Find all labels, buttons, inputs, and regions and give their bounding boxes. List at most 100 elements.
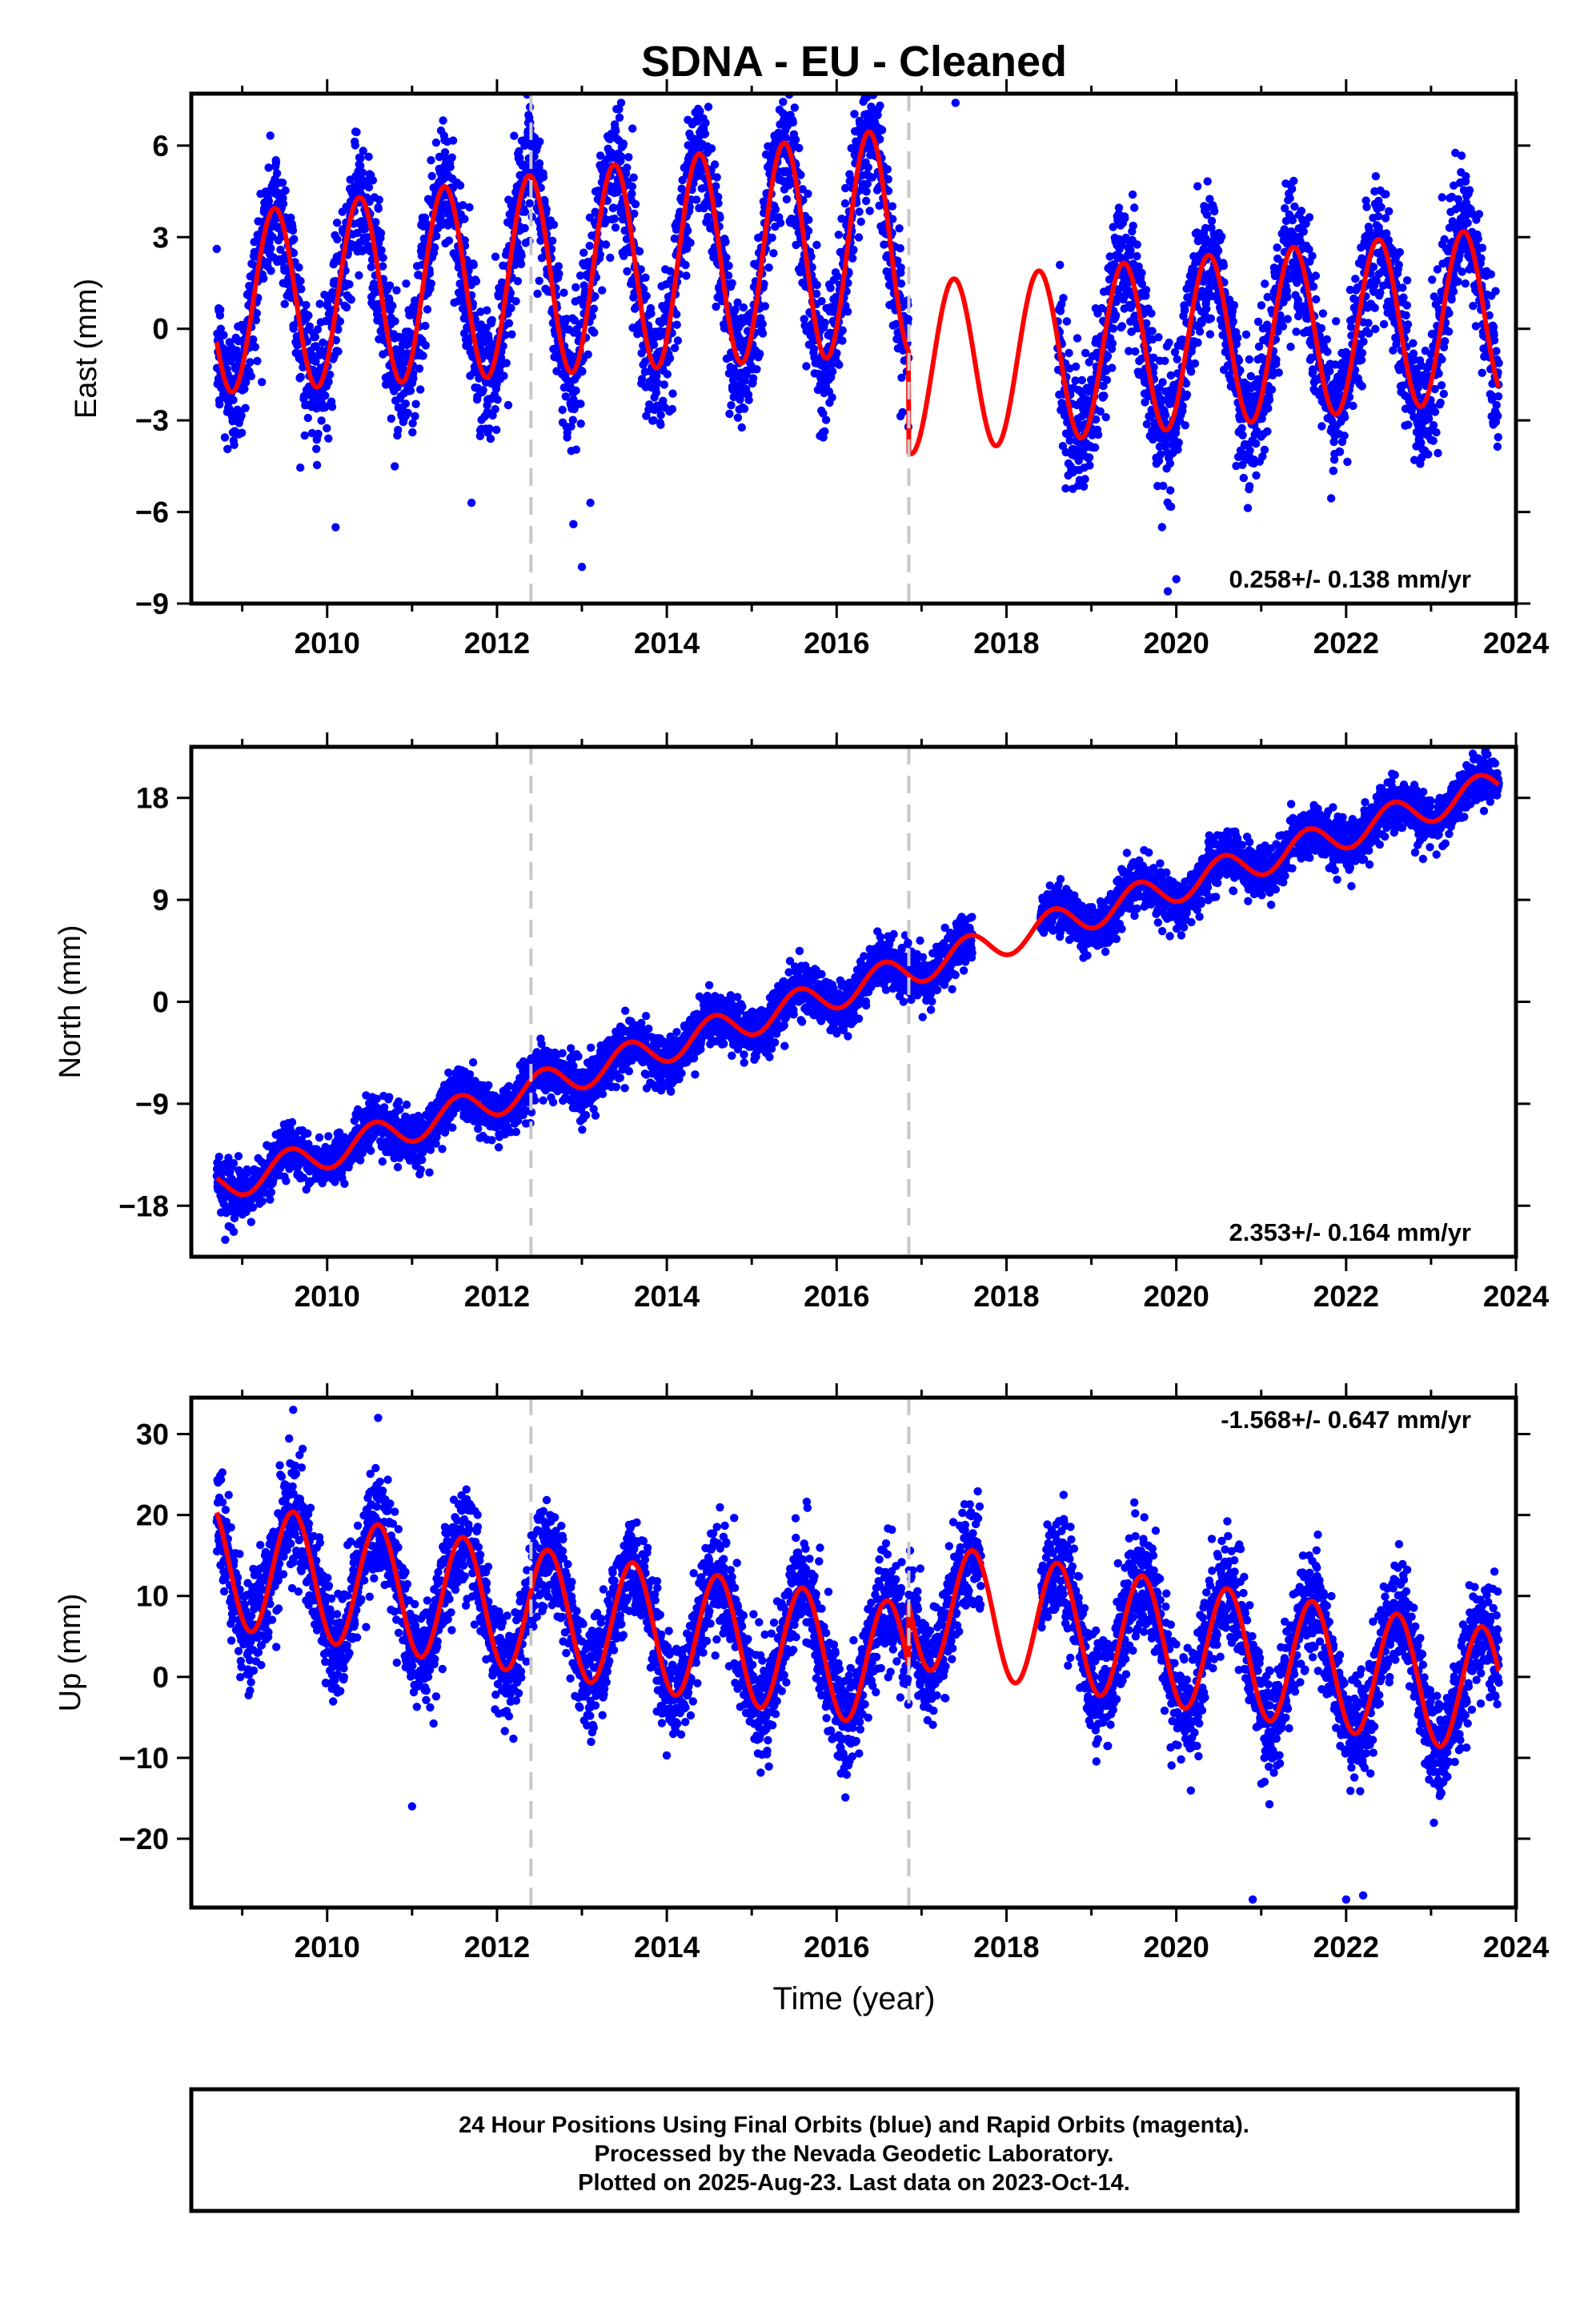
data-point [1181, 379, 1191, 388]
data-point [714, 192, 723, 202]
data-point [554, 262, 563, 271]
data-point [682, 271, 691, 280]
data-point [884, 175, 892, 184]
data-point [1062, 317, 1072, 326]
data-point [791, 135, 800, 144]
data-point [576, 399, 585, 408]
data-point [249, 335, 258, 344]
data-point [517, 251, 526, 260]
data-point [620, 251, 628, 260]
data-point [264, 163, 273, 172]
data-point [1444, 327, 1454, 336]
data-point [347, 295, 355, 304]
data-point [712, 182, 720, 191]
data-point [563, 428, 571, 437]
data-point [460, 215, 469, 223]
data-point [804, 227, 813, 235]
y-axis-label: East (mm) [70, 279, 103, 419]
data-point [334, 325, 343, 334]
data-point [1229, 317, 1237, 326]
data-point [499, 342, 507, 351]
data-point [215, 400, 224, 409]
data-point [485, 424, 494, 433]
data-point [1402, 276, 1412, 285]
plot-area [212, 94, 1503, 596]
data-point [402, 279, 411, 288]
data-point [1357, 355, 1366, 364]
data-point [289, 248, 299, 258]
data-point [862, 187, 871, 196]
data-point [1058, 442, 1068, 451]
data-point [1293, 295, 1303, 304]
data-point [1260, 445, 1269, 455]
data-point [819, 409, 828, 418]
data-point [230, 440, 239, 449]
data-point [1065, 364, 1074, 373]
data-point [1428, 275, 1437, 284]
data-point [1290, 202, 1299, 211]
data-point [820, 319, 829, 327]
data-point [1369, 263, 1378, 271]
data-point [1273, 243, 1281, 252]
data-point [1293, 279, 1301, 287]
data-point [1395, 247, 1405, 257]
data-point [387, 414, 395, 423]
data-point [672, 320, 681, 329]
data-point [1308, 251, 1317, 260]
data-point [1357, 382, 1366, 391]
data-point [483, 306, 491, 315]
data-point [1399, 293, 1408, 302]
data-point [642, 291, 651, 300]
data-point [439, 116, 447, 125]
data-point [1424, 414, 1434, 423]
data-point [1142, 419, 1152, 429]
data-point [303, 413, 312, 423]
outlier-point [467, 498, 476, 508]
data-point [1447, 295, 1456, 304]
data-point [1156, 450, 1165, 459]
data-point [828, 393, 836, 402]
data-point [760, 302, 770, 311]
data-point [492, 425, 501, 435]
data-point [215, 1153, 223, 1162]
data-point [323, 423, 331, 433]
data-point [802, 362, 811, 371]
data-point [1462, 172, 1470, 181]
data-point [267, 244, 275, 253]
data-point [595, 250, 604, 259]
data-point [535, 158, 544, 168]
data-point [1210, 207, 1219, 216]
data-point [1101, 413, 1110, 422]
data-point [1112, 311, 1121, 320]
data-point [760, 279, 768, 288]
data-point [1128, 190, 1137, 199]
data-point [1494, 359, 1503, 367]
data-point [319, 338, 327, 347]
data-point [559, 288, 568, 297]
data-point [423, 305, 432, 314]
data-point [271, 158, 281, 167]
data-point [1088, 431, 1097, 439]
data-point [491, 405, 499, 414]
data-point [571, 283, 580, 292]
data-point [333, 235, 342, 244]
data-point [606, 253, 615, 263]
data-point [855, 207, 864, 216]
data-point [1261, 279, 1269, 288]
data-point [598, 286, 607, 295]
data-point [692, 195, 701, 204]
data-point [1349, 401, 1357, 411]
data-point [1389, 346, 1398, 355]
data-point [289, 324, 298, 333]
data-point [1364, 319, 1373, 327]
data-point [321, 391, 330, 400]
data-point [579, 248, 588, 257]
data-point [533, 289, 542, 299]
data-point [1193, 182, 1202, 191]
data-point [1478, 368, 1486, 377]
data-point [502, 359, 511, 367]
data-point [1494, 411, 1502, 420]
data-point [877, 126, 887, 134]
data-point [1289, 176, 1298, 186]
data-point [237, 411, 246, 420]
